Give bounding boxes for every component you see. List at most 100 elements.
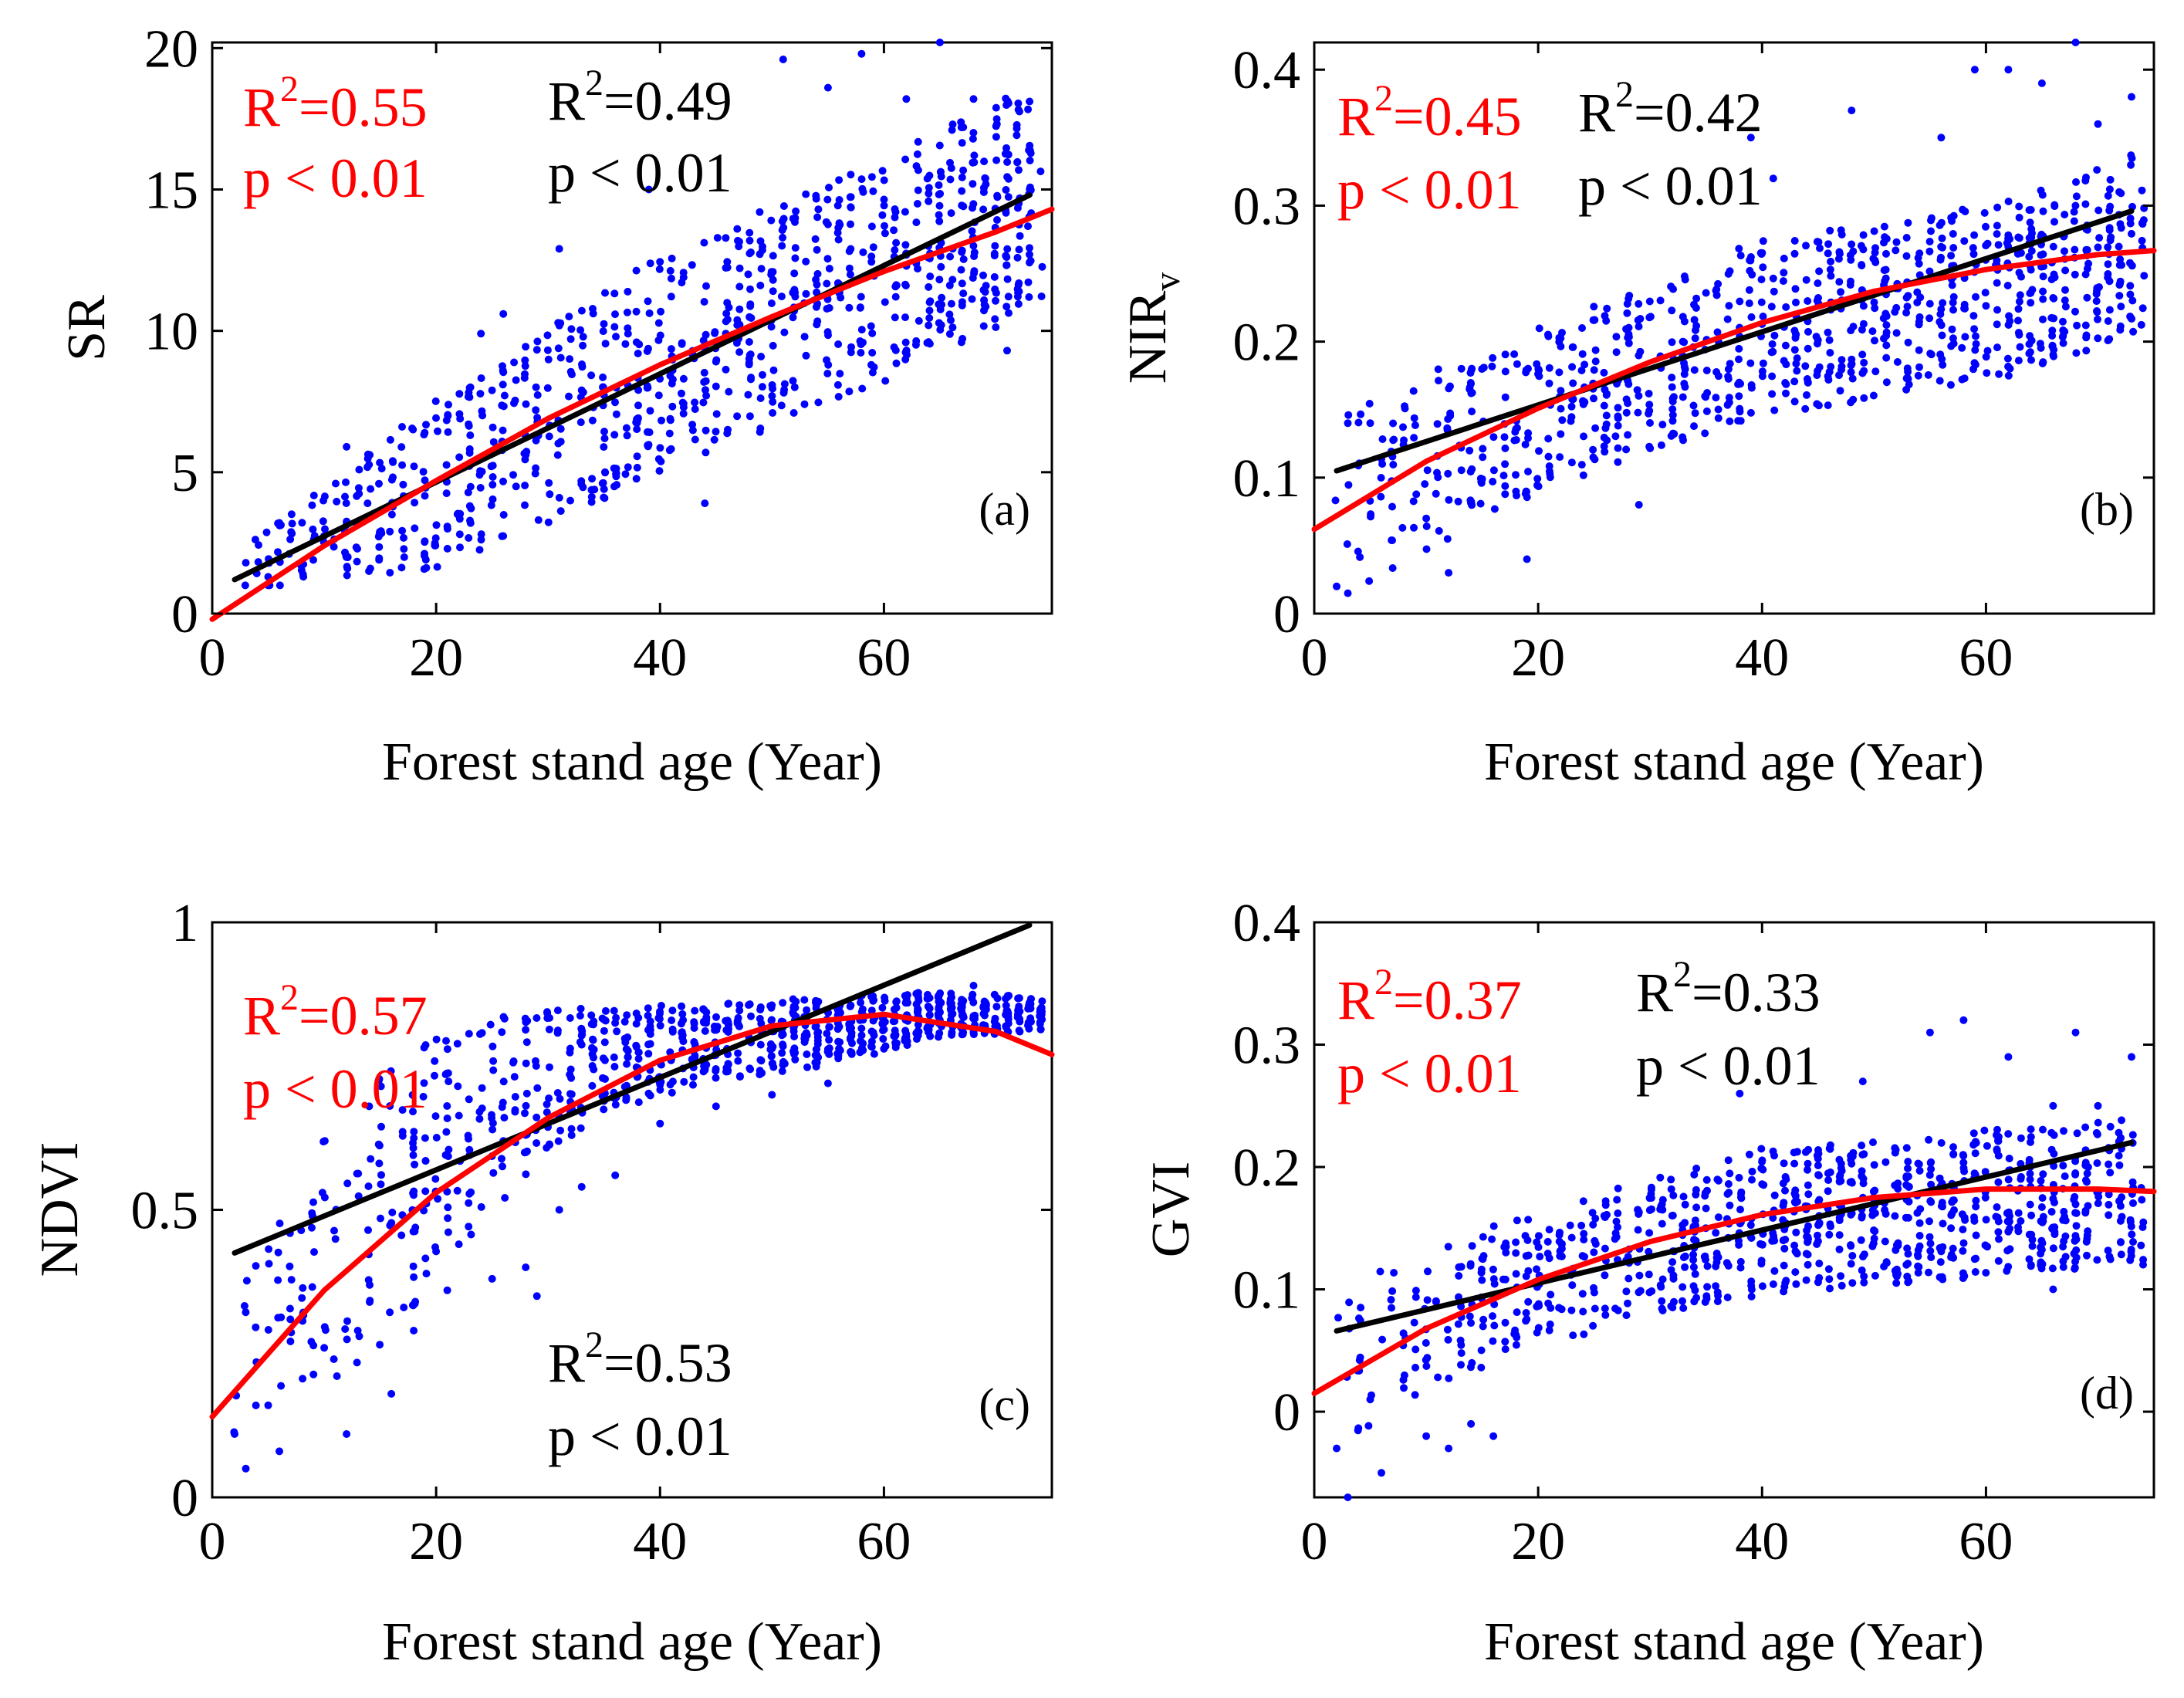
scatter-point xyxy=(1948,281,1956,289)
scatter-point xyxy=(1950,1206,1958,1214)
scatter-point xyxy=(2071,1257,2079,1266)
scatter-point xyxy=(1614,421,1622,430)
scatter-point xyxy=(2129,1199,2137,1207)
scatter-point xyxy=(768,392,776,400)
scatter-point xyxy=(1545,1254,1553,1263)
scatter-point xyxy=(800,1038,809,1047)
scatter-point xyxy=(1847,277,1854,286)
scatter-point xyxy=(789,377,797,385)
scatter-point xyxy=(308,1223,316,1232)
scatter-point xyxy=(756,428,764,436)
quadratic-fit-p-value: p < 0.01 xyxy=(243,147,428,209)
scatter-point xyxy=(1601,1244,1609,1253)
scatter-point xyxy=(2081,1123,2090,1131)
scatter-point xyxy=(487,462,495,471)
scatter-point xyxy=(532,406,540,414)
scatter-point xyxy=(252,1262,260,1270)
scatter-point xyxy=(1692,294,1701,303)
scatter-point xyxy=(1578,324,1586,332)
scatter-point xyxy=(1927,1180,1936,1189)
scatter-point xyxy=(587,1020,596,1028)
scatter-point xyxy=(1622,1287,1631,1296)
scatter-point xyxy=(2081,321,2090,330)
scatter-point xyxy=(543,331,552,340)
scatter-point xyxy=(646,1022,654,1030)
scatter-point xyxy=(2015,297,2023,306)
scatter-point xyxy=(1635,299,1643,308)
scatter-point xyxy=(1400,1384,1408,1392)
scatter-point xyxy=(1580,1236,1588,1244)
scatter-point xyxy=(600,320,608,328)
scatter-point xyxy=(1871,1271,1879,1280)
scatter-point xyxy=(1767,303,1776,311)
scatter-point xyxy=(375,479,383,488)
scatter-point xyxy=(419,468,428,476)
scatter-point xyxy=(1858,1151,1867,1159)
scatter-point xyxy=(1433,420,1442,428)
scatter-point xyxy=(1558,1240,1566,1248)
scatter-point xyxy=(2094,120,2102,128)
scatter-point xyxy=(1972,293,1979,301)
y-axis-ticks: 00.10.20.30.4 xyxy=(1233,894,2154,1443)
scatter-point xyxy=(387,1067,395,1075)
scatter-point xyxy=(668,402,677,411)
scatter-point xyxy=(735,305,744,313)
scatter-point xyxy=(948,276,957,284)
scatter-point xyxy=(945,281,954,289)
scatter-point xyxy=(2105,335,2114,343)
scatter-point xyxy=(1894,1185,1902,1193)
scatter-point xyxy=(287,510,296,519)
scatter-point xyxy=(1971,360,1979,369)
scatter-point xyxy=(992,103,1000,112)
scatter-point xyxy=(678,389,685,397)
scatter-point xyxy=(1735,392,1743,401)
scatter-point xyxy=(1781,341,1790,350)
scatter-point xyxy=(2015,330,2023,339)
scatter-point xyxy=(276,519,283,527)
scatter-point xyxy=(657,1002,665,1010)
r2-value: =0.33 xyxy=(1692,962,1821,1023)
scatter-point xyxy=(1712,394,1720,402)
scatter-point xyxy=(1723,1259,1731,1267)
scatter-point xyxy=(445,1145,453,1154)
scatter-point xyxy=(1623,309,1631,317)
scatter-point xyxy=(634,401,642,410)
scatter-point xyxy=(758,383,766,391)
scatter-point xyxy=(856,303,864,312)
scatter-point xyxy=(1013,131,1021,140)
scatter-point xyxy=(1658,421,1667,429)
scatter-point xyxy=(2047,1208,2056,1216)
scatter-point xyxy=(825,265,833,272)
scatter-point xyxy=(969,134,977,143)
scatter-point xyxy=(2139,1218,2148,1226)
scatter-point xyxy=(1501,367,1510,376)
scatter-point xyxy=(658,416,665,424)
scatter-point xyxy=(2027,225,2036,233)
scatter-point xyxy=(1015,245,1023,254)
scatter-point xyxy=(779,999,787,1007)
scatter-point xyxy=(2082,347,2091,355)
scatter-point xyxy=(859,188,867,196)
scatter-point xyxy=(2117,224,2125,232)
scatter-point xyxy=(522,400,530,408)
linear-fit-p-value: p < 0.01 xyxy=(548,1405,732,1467)
scatter-point xyxy=(1026,186,1035,194)
scatter-point xyxy=(1949,1150,1958,1158)
scatter-point xyxy=(1757,276,1766,284)
scatter-point xyxy=(666,371,674,380)
scatter-point xyxy=(1036,1018,1044,1027)
scatter-point xyxy=(2014,1209,2023,1217)
scatter-point xyxy=(1770,287,1778,296)
scatter-point xyxy=(556,319,565,327)
scatter-point xyxy=(388,457,397,465)
scatter-point xyxy=(466,516,474,525)
scatter-point xyxy=(2116,255,2125,263)
scatter-point xyxy=(465,1095,473,1104)
scatter-point xyxy=(667,274,675,282)
scatter-point xyxy=(1837,356,1846,364)
scatter-point xyxy=(1826,266,1834,274)
scatter-point xyxy=(1995,1235,2003,1243)
scatter-point xyxy=(668,1016,676,1024)
scatter-point xyxy=(690,1018,698,1027)
x-tick-label: 0 xyxy=(1301,628,1328,688)
